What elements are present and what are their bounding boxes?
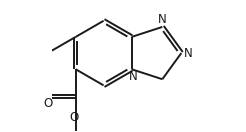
- Text: N: N: [129, 70, 138, 83]
- Text: N: N: [184, 47, 193, 60]
- Text: N: N: [158, 13, 167, 26]
- Text: O: O: [69, 110, 79, 124]
- Text: O: O: [44, 97, 53, 110]
